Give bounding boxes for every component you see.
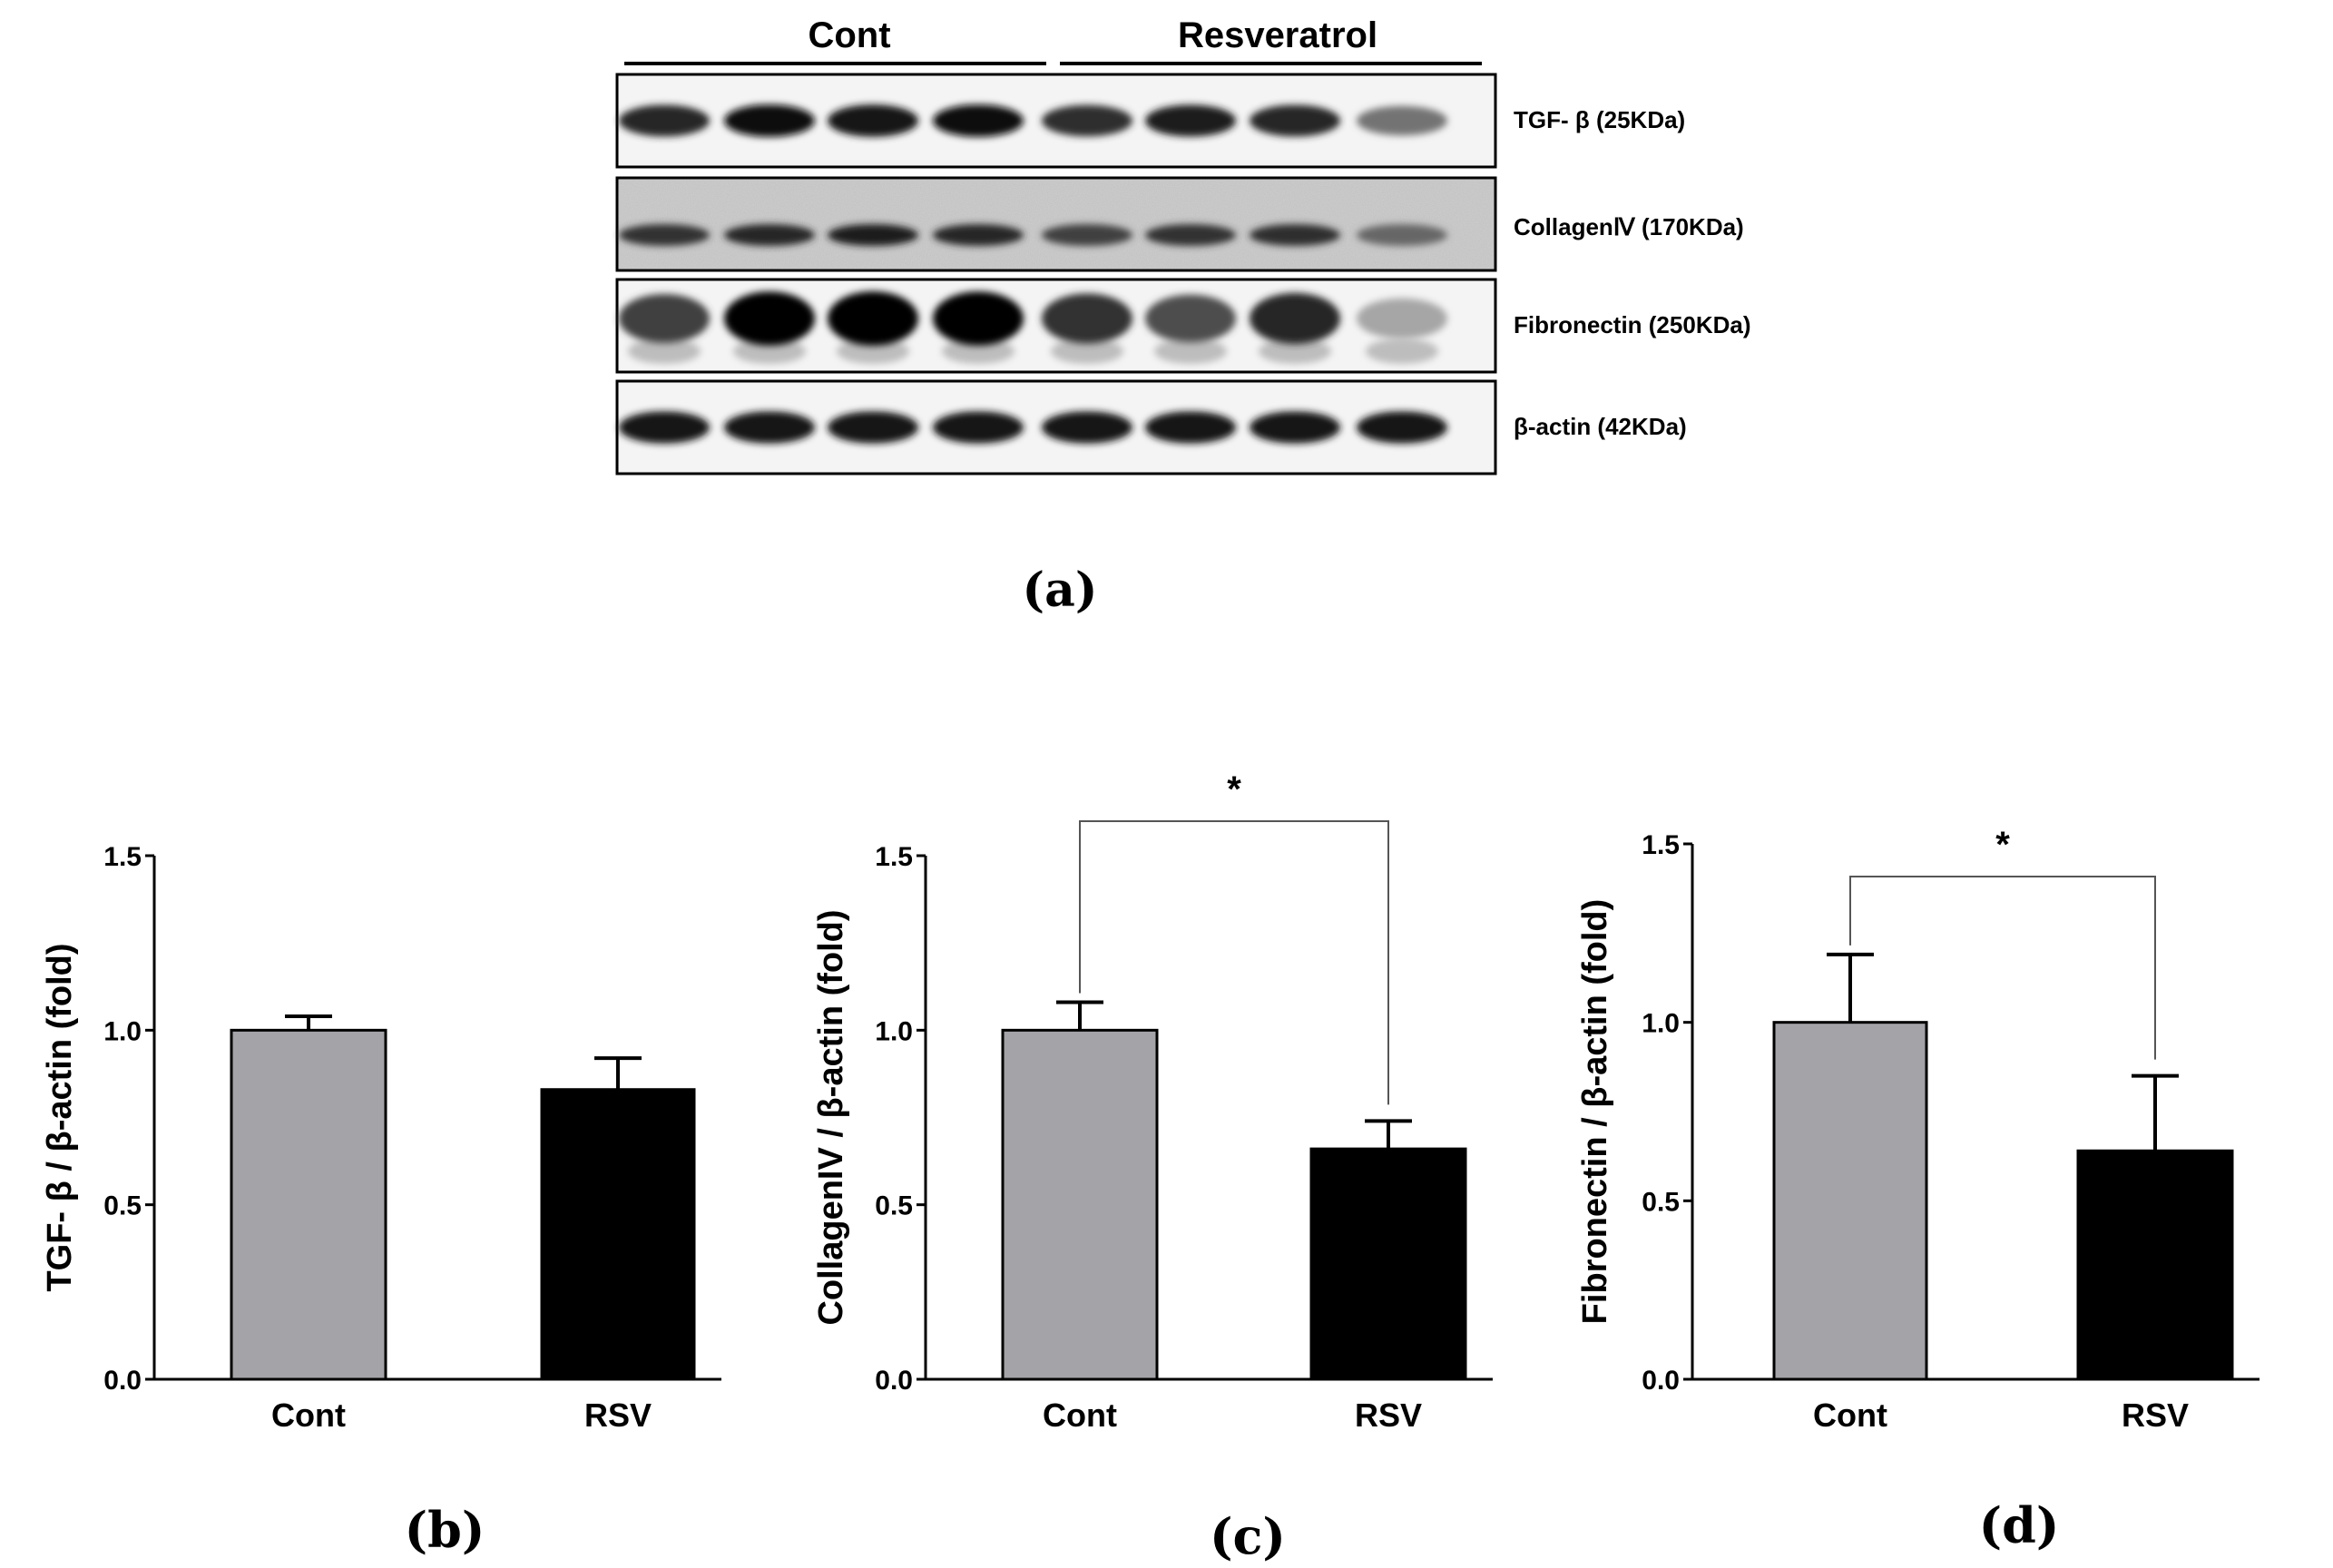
y-tick-label: 1.5	[875, 842, 913, 872]
y-tick-label: 1.5	[103, 842, 142, 872]
significance-marker: *	[1227, 769, 1241, 809]
blot-band	[619, 411, 710, 444]
blot-band	[828, 104, 918, 137]
blot-band	[1357, 411, 1447, 444]
blot-band-smear	[1154, 338, 1227, 364]
blot-row: Fibronectin (250KDa)	[615, 278, 1751, 374]
category-label: RSV	[1355, 1396, 1422, 1434]
y-axis-label: CollagenIV / β-actin (fold)	[812, 909, 850, 1325]
category-label: Cont	[1813, 1396, 1887, 1434]
blot-band	[933, 104, 1024, 137]
blot-row-label: CollagenⅣ (170KDa)	[1514, 213, 1744, 240]
blot-band	[828, 291, 918, 346]
category-label: Cont	[1043, 1396, 1117, 1434]
y-tick-label: 0.5	[875, 1191, 913, 1221]
category-label: RSV	[584, 1396, 652, 1434]
y-tick-label: 0.5	[103, 1191, 142, 1221]
chart-tgf-beta: 0.0 0.5 1.0 1.5 TGF- β / β-actin (fold) Cont R…	[41, 842, 721, 1434]
blot-band	[933, 411, 1024, 444]
blot-band	[619, 104, 710, 137]
blot-band	[619, 294, 710, 343]
blot-band	[724, 411, 815, 444]
y-axis-label: TGF- β / β-actin (fold)	[41, 943, 79, 1291]
chart-fibronectin: 0.0 0.5 1.0 1.5 Fibronectin / β-actin (fold)…	[1576, 825, 2259, 1434]
blot-band	[1250, 104, 1340, 137]
blot-band-smear	[837, 338, 909, 364]
blot-group-label-resveratrol: Resveratrol	[1178, 15, 1377, 55]
significance-marker: *	[1995, 825, 2010, 865]
blot-row-label: β-actin (42KDa)	[1514, 413, 1687, 440]
bar-rsv	[540, 1088, 696, 1381]
bar-rsv	[2076, 1149, 2234, 1381]
blot-band	[1042, 104, 1132, 137]
blot-group-label-cont: Cont	[808, 15, 890, 55]
bar-cont	[230, 1028, 387, 1381]
blot-band	[933, 224, 1024, 246]
blot-band-smear	[733, 338, 806, 364]
panel-label-d: (d)	[1979, 1496, 2060, 1554]
blot-band	[828, 411, 918, 444]
blot-band	[1145, 294, 1236, 343]
western-blot: Cont Resveratrol TGF- β (25KDa) CollagenⅣ…	[615, 15, 1751, 475]
blot-band-smear	[1051, 338, 1123, 364]
significance-bracket	[1849, 876, 2156, 1060]
y-tick-label: 1.0	[875, 1016, 913, 1046]
significance-bracket	[1079, 820, 1389, 1105]
y-tick-label: 0.0	[1642, 1366, 1680, 1396]
category-label: RSV	[2122, 1396, 2189, 1434]
blot-band	[724, 224, 815, 246]
y-tick-label: 0.0	[103, 1366, 142, 1396]
panel-label-c: (c)	[1210, 1507, 1286, 1565]
bar-cont	[1001, 1028, 1159, 1381]
blot-band	[1357, 224, 1447, 246]
chart-collagen-iv: 0.0 0.5 1.0 1.5 CollagenIV / β-actin (fold) C…	[812, 769, 1493, 1434]
panel-label-a: (a)	[1023, 563, 1098, 618]
blot-band	[619, 224, 710, 246]
blot-row: CollagenⅣ (170KDa)	[615, 176, 1744, 272]
blot-row: β-actin (42KDa)	[615, 379, 1687, 475]
bar-cont	[1772, 1021, 1928, 1381]
blot-row: TGF- β (25KDa)	[615, 73, 1685, 169]
y-tick-label: 1.5	[1642, 830, 1680, 860]
blot-band	[1357, 298, 1447, 339]
blot-band	[1357, 105, 1447, 136]
y-tick-label: 1.0	[103, 1016, 142, 1046]
blot-row-label: TGF- β (25KDa)	[1514, 106, 1685, 133]
blot-band	[724, 104, 815, 137]
blot-band-smear	[1259, 338, 1331, 364]
blot-band	[1145, 224, 1236, 246]
blot-band	[828, 224, 918, 246]
y-tick-label: 0.0	[875, 1366, 913, 1396]
blot-band	[1042, 224, 1132, 246]
blot-band	[1250, 224, 1340, 246]
category-label: Cont	[271, 1396, 346, 1434]
blot-band	[1250, 292, 1340, 345]
blot-band-smear	[628, 338, 701, 364]
y-axis-label: Fibronectin / β-actin (fold)	[1576, 899, 1614, 1325]
blot-row-label: Fibronectin (250KDa)	[1514, 311, 1751, 338]
bar-rsv	[1309, 1147, 1467, 1381]
y-tick-label: 0.5	[1642, 1187, 1680, 1217]
blot-band	[1250, 411, 1340, 444]
blot-band-smear	[942, 338, 1015, 364]
blot-band	[1145, 104, 1236, 137]
blot-band	[724, 291, 815, 346]
blot-band	[933, 291, 1024, 346]
blot-band	[1042, 411, 1132, 444]
blot-band	[1145, 411, 1236, 444]
blot-background-noise	[619, 180, 1494, 269]
blot-band	[1042, 293, 1132, 344]
panel-label-b: (b)	[405, 1501, 485, 1559]
blot-band-smear	[1366, 338, 1438, 364]
y-tick-label: 1.0	[1642, 1009, 1680, 1039]
